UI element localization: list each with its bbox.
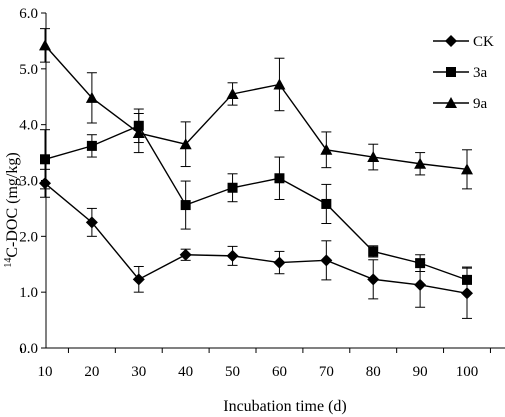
- data-point: [226, 87, 239, 99]
- legend-marker: [446, 67, 456, 77]
- x-tick-label: 30: [131, 364, 146, 380]
- legend: CK 3a 9a: [433, 34, 494, 112]
- data-point: [132, 127, 145, 139]
- data-point: [179, 248, 192, 261]
- x-axis-title: Incubation time (d): [223, 398, 347, 415]
- data-point: [132, 273, 145, 286]
- data-point: [86, 140, 97, 151]
- data-point: [368, 246, 379, 257]
- data-point: [367, 151, 380, 163]
- y-tick-label: 4.0: [19, 118, 38, 134]
- y-tick-label: 3.0: [19, 174, 38, 190]
- x-tick-label: 70: [319, 364, 334, 380]
- legend-label: CK: [473, 34, 494, 50]
- data-point: [227, 182, 238, 193]
- series-3a: [40, 108, 472, 294]
- legend-marker: [445, 35, 457, 47]
- x-tick-label: 10: [38, 364, 53, 380]
- legend-item: CK: [433, 34, 494, 50]
- data-point: [40, 154, 50, 165]
- legend-label: 9a: [473, 96, 488, 112]
- x-tick-label: 60: [272, 364, 287, 380]
- data-point: [85, 91, 98, 103]
- legend-label: 3a: [473, 65, 488, 81]
- y-tick-label: 0.0: [19, 341, 38, 357]
- x-tick-label: 20: [84, 364, 99, 380]
- x-tick-label: 80: [366, 364, 381, 380]
- series-line: [44, 182, 468, 294]
- series-layer: [39, 28, 473, 319]
- data-point: [414, 278, 427, 291]
- y-tick-label: 2.0: [19, 229, 38, 245]
- series-9a: [39, 28, 473, 190]
- x-tick-label: 100: [456, 364, 479, 380]
- legend-item: 3a: [433, 65, 488, 81]
- data-point: [320, 254, 333, 267]
- data-point: [415, 258, 426, 269]
- axes: 0.0 1.0 2.0 3.0 4.0 5.0 6.0 10 20 30 40 50 60 70 80 90 1…: [19, 6, 505, 380]
- y-tick-label: 5.0: [19, 62, 38, 78]
- data-point: [274, 173, 285, 184]
- data-point: [461, 287, 473, 300]
- data-point: [414, 157, 427, 169]
- y-axis-title: 14C-DOC (mg/kg): [3, 152, 21, 267]
- data-point: [39, 39, 51, 51]
- x-tick-label: 90: [413, 364, 428, 380]
- y-tick-label: 6.0: [19, 6, 38, 22]
- y-axis-title-main: C-DOC (mg/kg): [4, 152, 21, 257]
- data-point: [85, 216, 98, 229]
- data-point: [461, 163, 473, 175]
- y-axis-title-superscript: 14: [3, 258, 14, 268]
- legend-item: 9a: [433, 96, 488, 112]
- data-point: [179, 138, 192, 150]
- x-tick-label: 40: [178, 364, 193, 380]
- data-point: [180, 200, 191, 211]
- data-point: [320, 143, 333, 155]
- data-point: [273, 78, 286, 90]
- data-point: [367, 273, 380, 286]
- data-point: [321, 198, 332, 209]
- x-tick-label: 50: [225, 364, 240, 380]
- legend-marker: [445, 97, 457, 108]
- data-point: [226, 249, 239, 262]
- series-line: [44, 124, 468, 281]
- y-tick-label: 1.0: [19, 285, 38, 301]
- series-line: [44, 44, 468, 171]
- data-point: [462, 274, 472, 285]
- series-CK: [39, 168, 473, 319]
- data-point: [273, 256, 286, 269]
